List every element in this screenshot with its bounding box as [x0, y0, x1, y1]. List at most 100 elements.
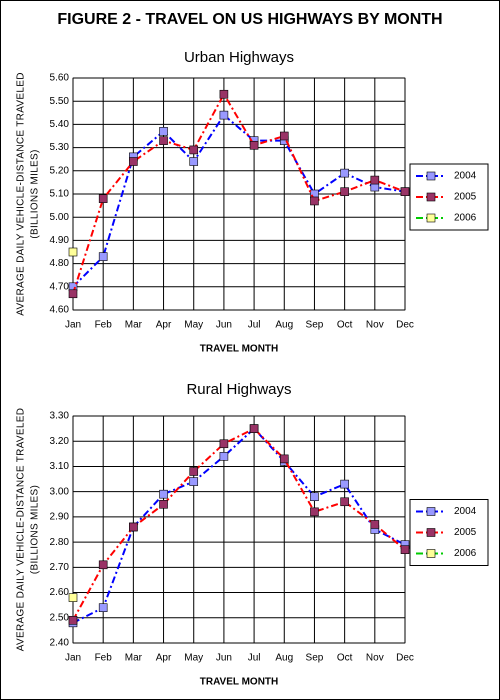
chart-subtitle: Rural Highways: [186, 381, 291, 398]
marker: [189, 467, 199, 476]
marker: [219, 110, 229, 120]
x-tick-label: Oct: [337, 653, 353, 664]
chart-subtitle: Urban Highways: [184, 49, 294, 66]
y-axis-title: AVERAGE DAILY VEHICLE-DISTANCE TRAVELED: [16, 72, 27, 315]
x-tick-label: Jul: [248, 320, 261, 331]
marker: [159, 489, 168, 499]
x-tick-label: Apr: [156, 653, 172, 664]
marker: [400, 187, 410, 196]
y-tick-label: 2.90: [50, 512, 70, 523]
y-tick-label: 3.20: [50, 436, 70, 447]
x-axis-title: TRAVEL MONTH: [200, 677, 279, 688]
marker: [68, 593, 78, 602]
x-tick-label: Sep: [306, 320, 324, 331]
marker: [249, 140, 259, 150]
marker: [219, 89, 229, 99]
marker: [340, 497, 349, 507]
legend-marker: [426, 213, 436, 223]
x-tick-label: Aug: [275, 320, 293, 331]
marker: [189, 145, 199, 155]
marker: [310, 507, 319, 517]
x-tick-label: Jul: [248, 653, 261, 664]
x-tick-label: Feb: [95, 653, 113, 664]
marker: [189, 157, 199, 166]
marker: [310, 492, 319, 502]
x-tick-label: Dec: [396, 320, 414, 331]
x-tick-label: Jun: [216, 320, 232, 331]
y-tick-label: 2.70: [50, 562, 70, 573]
x-tick-label: Nov: [366, 320, 384, 331]
x-tick-label: May: [184, 653, 203, 664]
series-line: [72, 113, 406, 288]
marker: [279, 454, 289, 464]
y-tick-label: 2.60: [50, 587, 70, 598]
y-tick-label: 3.30: [50, 411, 70, 422]
y-tick-label: 3.10: [50, 461, 70, 472]
x-tick-label: Mar: [125, 653, 143, 664]
y-tick-label: 5.40: [50, 119, 70, 130]
x-tick-label: Aug: [275, 653, 293, 664]
marker: [340, 168, 349, 178]
marker: [98, 194, 108, 203]
marker: [219, 452, 229, 461]
marker: [68, 289, 78, 299]
marker: [98, 603, 108, 612]
marker: [159, 499, 168, 509]
marker: [400, 545, 410, 554]
marker: [68, 247, 78, 257]
marker: [370, 520, 380, 529]
legend-label: 2004: [454, 171, 477, 182]
y-tick-label: 2.80: [50, 537, 70, 548]
marker: [159, 127, 168, 136]
x-tick-label: May: [184, 320, 203, 331]
marker: [310, 196, 319, 206]
legend-marker: [426, 507, 436, 516]
legend-marker: [426, 528, 436, 537]
y-tick-label: 5.20: [50, 165, 70, 176]
legend-marker: [426, 549, 436, 558]
x-tick-label: Feb: [95, 320, 113, 331]
marker: [219, 439, 229, 449]
x-tick-label: Jan: [65, 653, 81, 664]
y-tick-label: 2.50: [50, 612, 70, 623]
x-tick-label: Apr: [156, 320, 172, 331]
y-tick-label: 4.90: [50, 235, 70, 246]
y-axis-title: (BILLIONS MILES): [30, 149, 41, 238]
x-axis-title: TRAVEL MONTH: [200, 344, 279, 355]
marker: [249, 424, 259, 433]
x-tick-label: Oct: [337, 320, 353, 331]
y-tick-label: 5.00: [50, 212, 70, 223]
legend-label: 2004: [454, 506, 477, 517]
marker: [129, 157, 138, 166]
x-tick-label: Mar: [125, 320, 143, 331]
legend-label: 2006: [454, 213, 477, 224]
marker: [340, 187, 349, 196]
x-tick-label: Nov: [366, 653, 384, 664]
x-tick-label: Sep: [306, 653, 324, 664]
y-tick-label: 5.50: [50, 96, 70, 107]
y-tick-label: 5.10: [50, 189, 70, 200]
y-tick-label: 5.60: [50, 73, 70, 84]
main-title: FIGURE 2 - TRAVEL ON US HIGHWAYS BY MONT…: [57, 11, 442, 28]
series-line: [72, 427, 406, 624]
legend-label: 2005: [454, 527, 477, 538]
y-tick-label: 4.70: [50, 281, 70, 292]
series-line: [72, 92, 406, 295]
x-tick-label: Jan: [65, 320, 81, 331]
marker: [189, 477, 199, 486]
y-tick-label: 4.60: [50, 305, 70, 316]
y-tick-label: 3.00: [50, 486, 70, 497]
y-axis-title: AVERAGE DAILY VEHICLE-DISTANCE TRAVELED: [16, 408, 27, 651]
legend-marker: [426, 171, 436, 181]
plot-area: [72, 415, 406, 644]
legend-marker: [426, 192, 436, 202]
y-tick-label: 2.40: [50, 638, 70, 649]
x-tick-label: Jun: [216, 653, 232, 664]
marker: [370, 175, 380, 185]
x-tick-label: Dec: [396, 653, 414, 664]
series-line: [72, 427, 406, 621]
marker: [98, 252, 108, 261]
y-tick-label: 4.80: [50, 258, 70, 269]
y-axis-title: (BILLIONS MILES): [30, 485, 41, 574]
